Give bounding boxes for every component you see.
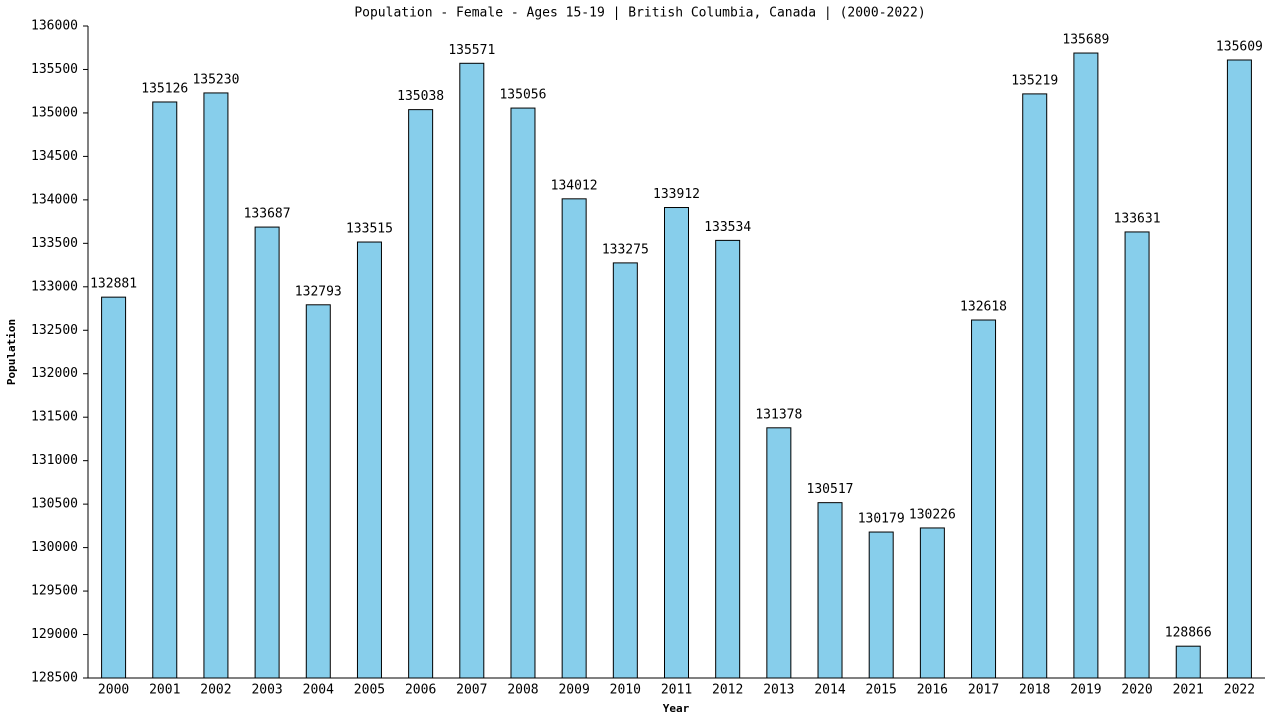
- x-tick-label: 2021: [1173, 683, 1204, 698]
- value-label: 133534: [704, 220, 751, 235]
- bar: [1022, 93, 1048, 679]
- value-label: 132793: [295, 284, 342, 299]
- x-tick-label: 2012: [712, 683, 743, 698]
- y-tick-label: 133000: [31, 279, 78, 294]
- bar: [1124, 231, 1150, 679]
- value-label: 135126: [141, 81, 188, 96]
- bar: [766, 427, 792, 679]
- x-tick-label: 2011: [661, 683, 692, 698]
- bar: [1073, 52, 1099, 679]
- x-tick-label: 2020: [1121, 683, 1152, 698]
- y-tick-label: 136000: [31, 19, 78, 34]
- bar: [561, 198, 587, 679]
- x-tick-label: 2022: [1224, 683, 1255, 698]
- y-tick-label: 132000: [31, 366, 78, 381]
- bar: [971, 319, 997, 679]
- y-tick-label: 134000: [31, 192, 78, 207]
- y-tick-label: 133500: [31, 236, 78, 251]
- bar: [152, 101, 178, 679]
- bar: [868, 531, 894, 679]
- value-label: 135571: [448, 43, 495, 58]
- value-label: 131378: [755, 407, 802, 422]
- bar: [459, 62, 485, 679]
- bar: [919, 527, 945, 679]
- x-tick-label: 2004: [303, 683, 334, 698]
- y-tick-label: 134500: [31, 149, 78, 164]
- x-tick-label: 2013: [763, 683, 794, 698]
- bar: [254, 226, 280, 679]
- x-tick-label: 2008: [507, 683, 538, 698]
- bar: [356, 241, 382, 679]
- value-label: 133275: [602, 242, 649, 257]
- value-label: 130179: [858, 512, 905, 527]
- value-label: 133687: [244, 207, 291, 222]
- x-tick-label: 2000: [98, 683, 129, 698]
- value-label: 130517: [807, 482, 854, 497]
- y-axis-label: Population: [5, 319, 18, 385]
- x-tick-label: 2003: [251, 683, 282, 698]
- x-axis-label: Year: [663, 702, 690, 715]
- value-label: 128866: [1165, 626, 1212, 641]
- y-tick-label: 132500: [31, 323, 78, 338]
- bar: [715, 239, 741, 679]
- chart-title: Population - Female - Ages 15-19 | Briti…: [354, 6, 925, 21]
- y-tick-label: 129500: [31, 584, 78, 599]
- value-label: 132618: [960, 300, 1007, 315]
- bar: [510, 107, 536, 679]
- value-label: 135219: [1011, 73, 1058, 88]
- y-tick-label: 135000: [31, 105, 78, 120]
- bar: [305, 304, 331, 679]
- x-tick-label: 2002: [200, 683, 231, 698]
- bar: [664, 207, 689, 679]
- value-label: 130226: [909, 507, 956, 522]
- x-tick-label: 2006: [405, 683, 436, 698]
- x-tick-label: 2010: [610, 683, 641, 698]
- value-label: 135038: [397, 89, 444, 104]
- bar: [101, 296, 127, 679]
- y-tick-label: 130000: [31, 540, 78, 555]
- value-label: 135230: [192, 72, 239, 87]
- x-tick-label: 2016: [917, 683, 948, 698]
- value-label: 134012: [551, 178, 598, 193]
- value-label: 133631: [1114, 211, 1161, 226]
- value-label: 133912: [653, 187, 700, 202]
- x-tick-label: 2017: [968, 683, 999, 698]
- x-tick-label: 2015: [866, 683, 897, 698]
- value-label: 135609: [1216, 39, 1263, 54]
- y-tick-label: 129000: [31, 627, 78, 642]
- x-tick-label: 2019: [1070, 683, 1101, 698]
- x-tick-label: 2001: [149, 683, 180, 698]
- x-tick-label: 2005: [354, 683, 385, 698]
- y-tick-label: 130500: [31, 497, 78, 512]
- bar: [408, 109, 434, 679]
- bar: [1226, 59, 1252, 679]
- y-tick-label: 131000: [31, 453, 78, 468]
- bar: [612, 262, 638, 679]
- x-tick-label: 2014: [814, 683, 845, 698]
- y-tick-label: 128500: [31, 671, 78, 686]
- x-tick-label: 2009: [558, 683, 589, 698]
- value-label: 132881: [90, 277, 137, 292]
- value-label: 133515: [346, 222, 393, 237]
- bar: [1175, 645, 1201, 679]
- value-label: 135056: [499, 88, 546, 103]
- y-tick-label: 135500: [31, 62, 78, 77]
- bar: [203, 92, 229, 679]
- value-label: 135689: [1062, 33, 1109, 48]
- y-tick-label: 131500: [31, 410, 78, 425]
- x-tick-label: 2007: [456, 683, 487, 698]
- x-tick-label: 2018: [1019, 683, 1050, 698]
- bar: [817, 502, 843, 679]
